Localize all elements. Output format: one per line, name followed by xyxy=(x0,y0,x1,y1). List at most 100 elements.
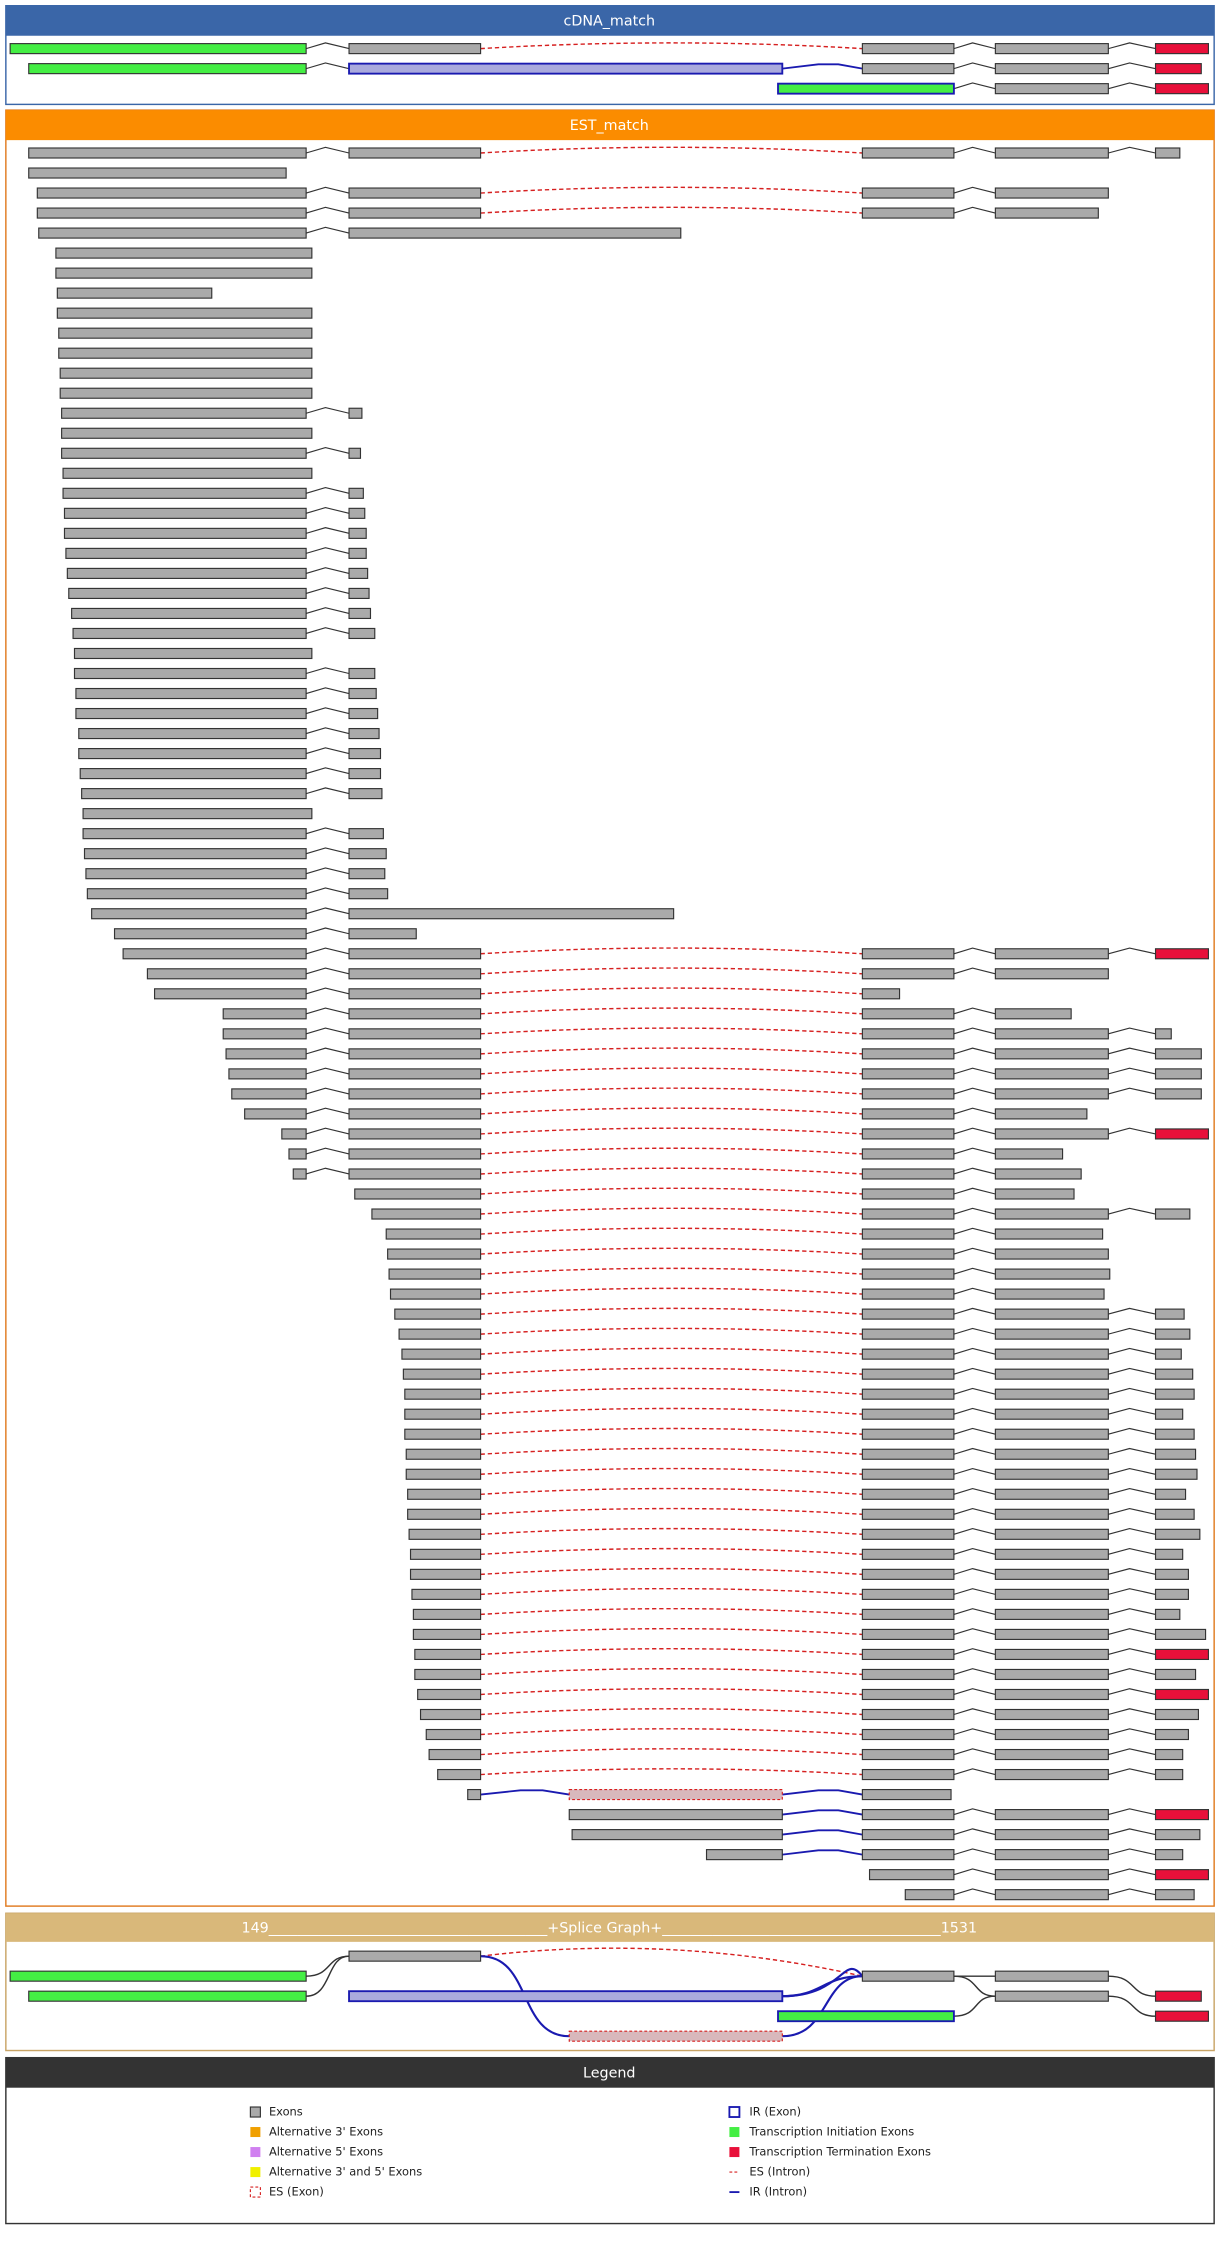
exon xyxy=(861,1128,955,1140)
exon xyxy=(568,1809,783,1821)
exon xyxy=(861,1368,955,1380)
exon xyxy=(61,447,307,459)
exon xyxy=(417,1688,482,1701)
intron xyxy=(1108,1668,1156,1676)
intron xyxy=(953,1548,996,1555)
intron xyxy=(1108,1347,1156,1355)
intron xyxy=(953,1287,996,1295)
exon xyxy=(994,1108,1088,1120)
intron xyxy=(953,42,996,50)
exon xyxy=(861,1408,955,1420)
intron xyxy=(953,1427,996,1435)
intron xyxy=(1108,1207,1156,1215)
intron xyxy=(480,1327,863,1335)
track-group xyxy=(28,146,1210,1901)
intron xyxy=(953,1327,996,1335)
exon xyxy=(861,63,955,75)
exon xyxy=(428,1748,482,1761)
intron xyxy=(1108,1768,1156,1776)
exon xyxy=(994,1348,1109,1360)
intron xyxy=(305,967,350,975)
exon xyxy=(425,1728,482,1741)
exon xyxy=(861,1388,955,1400)
exon xyxy=(861,1628,955,1640)
intron xyxy=(953,1828,996,1836)
panel-title: EST_match xyxy=(570,118,649,134)
intron xyxy=(1108,1067,1156,1075)
exon xyxy=(228,1068,307,1080)
exon xyxy=(994,1608,1109,1620)
exon xyxy=(861,1228,955,1240)
intron xyxy=(480,1748,863,1756)
exon xyxy=(409,1568,482,1580)
exon xyxy=(404,1408,482,1420)
intron xyxy=(305,927,350,935)
legend-label: IR (Intron) xyxy=(749,2185,807,2199)
panel-title: cDNA_match xyxy=(563,13,655,29)
legend-label: ES (Intron) xyxy=(749,2165,810,2179)
intron xyxy=(480,1187,863,1195)
exon xyxy=(994,1990,1109,2002)
intron xyxy=(1108,1628,1156,1635)
exon xyxy=(36,207,307,219)
exon xyxy=(994,1849,1109,1861)
exon xyxy=(387,1248,482,1260)
panel-header xyxy=(5,5,1215,36)
exon xyxy=(405,1448,482,1460)
intron xyxy=(1108,1307,1156,1315)
exon xyxy=(348,848,387,860)
exon xyxy=(571,1829,783,1841)
intron xyxy=(1108,1828,1156,1836)
intron xyxy=(953,1568,996,1575)
exon xyxy=(348,888,389,900)
exon xyxy=(994,1148,1064,1160)
exon xyxy=(407,1508,482,1520)
exon xyxy=(861,1148,955,1160)
intron xyxy=(1108,1688,1156,1696)
exon xyxy=(994,1528,1109,1540)
exon xyxy=(861,1208,955,1220)
intron xyxy=(782,1809,863,1816)
intron xyxy=(480,1567,863,1576)
intron xyxy=(953,1888,996,1896)
exon xyxy=(994,1708,1109,1721)
exon xyxy=(994,1188,1075,1200)
exon xyxy=(861,948,955,960)
exon xyxy=(66,567,307,579)
exon xyxy=(861,1448,955,1460)
intron xyxy=(480,1267,863,1275)
exon xyxy=(868,1869,955,1881)
intron xyxy=(305,867,350,875)
intron xyxy=(480,1307,863,1315)
exon xyxy=(225,1048,307,1060)
exon xyxy=(1154,83,1210,95)
intron xyxy=(480,1387,863,1395)
exon xyxy=(348,707,379,720)
exon xyxy=(348,527,367,539)
intron xyxy=(953,1067,996,1075)
exon xyxy=(419,1708,482,1721)
exon xyxy=(348,627,376,640)
intron xyxy=(305,947,350,955)
intron xyxy=(305,827,350,835)
exon xyxy=(79,768,307,780)
exon xyxy=(414,1668,482,1681)
exon xyxy=(348,788,383,800)
exon xyxy=(861,1708,955,1721)
intron xyxy=(1108,1427,1156,1435)
intron xyxy=(1108,82,1156,90)
exon xyxy=(348,908,675,920)
exon xyxy=(348,43,482,55)
exon xyxy=(1154,1068,1202,1080)
intron xyxy=(305,206,350,214)
exon xyxy=(861,1348,955,1360)
intron xyxy=(305,1127,350,1135)
intron xyxy=(953,146,996,154)
intron xyxy=(480,1147,863,1155)
intron xyxy=(953,1808,996,1816)
intron xyxy=(480,1789,570,1796)
exon xyxy=(348,207,482,219)
intron xyxy=(305,42,350,50)
intron xyxy=(480,1668,863,1676)
